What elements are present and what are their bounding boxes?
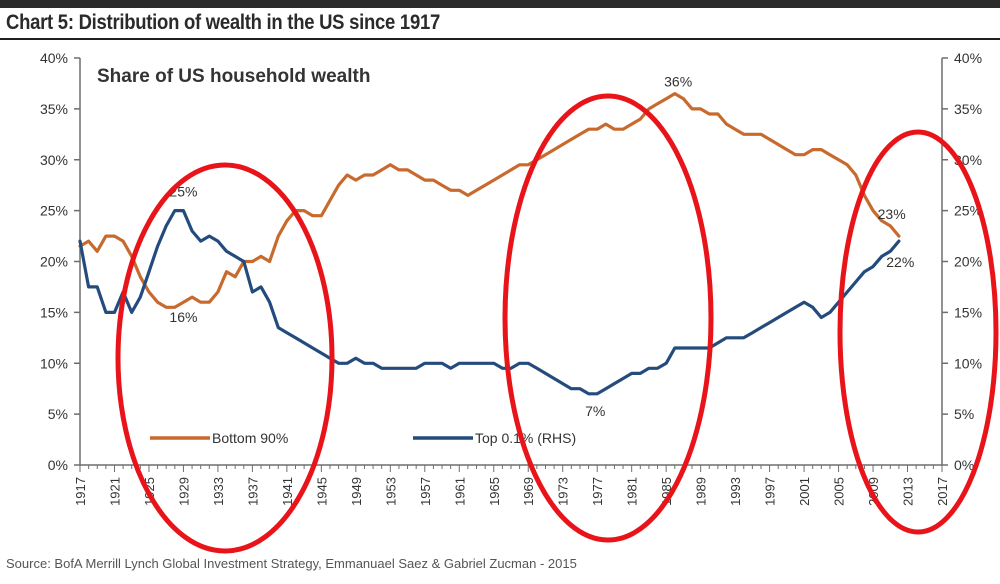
highlight-circle (837, 129, 999, 535)
x-tick-label: 1917 (73, 477, 88, 506)
title-rule (0, 38, 1000, 40)
x-tick-label: 1965 (487, 477, 502, 506)
left-y-tick-label: 40% (40, 50, 68, 66)
data-annotation: 7% (585, 403, 605, 419)
x-tick-label: 1929 (176, 477, 191, 506)
x-tick-label: 2001 (797, 477, 812, 506)
x-tick-label: 1921 (107, 477, 122, 506)
x-tick-label: 1945 (314, 477, 329, 506)
x-tick-label: 1937 (245, 477, 260, 506)
highlight-circle (502, 93, 714, 543)
x-tick-label: 2017 (935, 477, 950, 506)
left-y-tick-label: 25% (40, 203, 68, 219)
x-tick-label: 1989 (694, 477, 709, 506)
chart-header-title: Chart 5: Distribution of wealth in the U… (6, 11, 440, 34)
left-y-tick-label: 5% (48, 406, 68, 422)
series-line-bottom-90 (78, 91, 901, 309)
right-y-tick-label: 0% (954, 457, 974, 473)
left-y-tick-label: 15% (40, 304, 68, 320)
legend-label: Bottom 90% (212, 430, 288, 446)
left-y-tick-label: 10% (40, 355, 68, 371)
series-line-top-0-1-rhs (78, 209, 901, 396)
x-tick-label: 1957 (418, 477, 433, 506)
legend-label: Top 0.1% (RHS) (475, 430, 576, 446)
x-tick-label: 1969 (521, 477, 536, 506)
x-tick-label: 1949 (349, 477, 364, 506)
x-tick-label: 2005 (832, 477, 847, 506)
right-y-tick-label: 5% (954, 406, 974, 422)
right-y-tick-label: 10% (954, 355, 982, 371)
plot-title: Share of US household wealth (97, 66, 370, 87)
highlight-circle (115, 162, 335, 554)
x-tick-label: 1953 (383, 477, 398, 506)
data-annotation: 23% (878, 206, 906, 222)
right-y-tick-label: 20% (954, 254, 982, 270)
right-y-tick-label: 40% (954, 50, 982, 66)
x-tick-label: 1973 (556, 477, 571, 506)
x-tick-label: 1961 (452, 477, 467, 506)
source-note: Source: BofA Merrill Lynch Global Invest… (6, 556, 577, 571)
x-tick-label: 1977 (590, 477, 605, 506)
right-y-tick-label: 35% (954, 101, 982, 117)
left-y-tick-label: 35% (40, 101, 68, 117)
right-y-tick-label: 15% (954, 304, 982, 320)
x-tick-label: 1941 (280, 477, 295, 506)
left-y-tick-label: 30% (40, 152, 68, 168)
x-tick-label: 2013 (901, 477, 916, 506)
left-y-tick-label: 20% (40, 254, 68, 270)
x-tick-label: 1993 (728, 477, 743, 506)
right-y-tick-label: 25% (954, 203, 982, 219)
left-y-tick-label: 0% (48, 457, 68, 473)
x-tick-label: 1933 (211, 477, 226, 506)
data-annotation: 16% (169, 309, 197, 325)
x-tick-label: 1981 (625, 477, 640, 506)
x-tick-label: 1997 (763, 477, 778, 506)
data-annotation: 36% (664, 74, 692, 90)
data-annotation: 22% (886, 254, 914, 270)
top-border (0, 0, 1000, 8)
